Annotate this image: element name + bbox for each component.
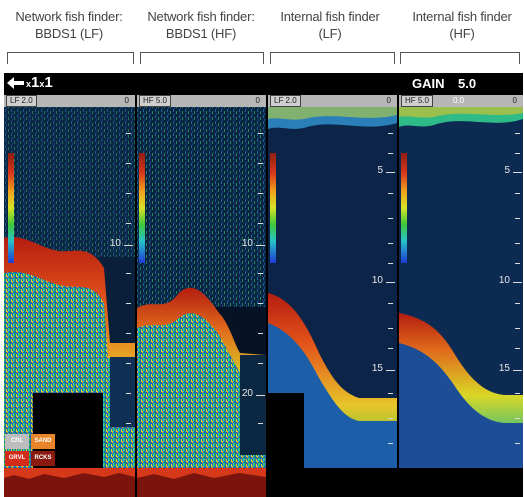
mode-badge[interactable]: LF 2.0 bbox=[6, 95, 37, 107]
legend-grvl: GRVL bbox=[5, 451, 29, 466]
depth-label: 10 bbox=[241, 238, 253, 249]
depth-zero: 0 bbox=[255, 96, 260, 105]
caption-line1: Network fish finder: bbox=[15, 9, 123, 24]
depth-label: 10 bbox=[498, 275, 510, 286]
depth-label: 20 bbox=[241, 388, 253, 399]
legend-crl: CRL bbox=[5, 434, 29, 449]
zoom-main: 1 bbox=[31, 74, 40, 91]
panel-bbds1-hf bbox=[137, 107, 266, 497]
caption-line1: Internal fish finder bbox=[280, 9, 380, 24]
gain-value[interactable]: 5.0 bbox=[458, 76, 477, 91]
depth-label: 15 bbox=[371, 363, 383, 374]
caption-line1: Network fish finder: bbox=[147, 9, 255, 24]
gain-label: GAIN bbox=[412, 76, 445, 91]
depth-label: 10 bbox=[109, 238, 121, 249]
echosounder-screen[interactable]: x1x1 GAIN 5.0 LF 2.0 0 HF 5.0 0 LF 2.0 0… bbox=[4, 73, 523, 497]
panel-header-4: HF 5.0 0.0 0 bbox=[399, 95, 523, 107]
depth-ticks bbox=[124, 133, 522, 444]
caption-line2: BBDS1 (HF) bbox=[165, 26, 237, 41]
mode-badge[interactable]: HF 5.0 bbox=[401, 95, 434, 107]
depth-zero: 0 bbox=[124, 96, 129, 105]
depth-zero: 0 bbox=[386, 96, 391, 105]
panel-header-2: HF 5.0 0 bbox=[137, 95, 266, 107]
zoom-x-suffix: x bbox=[39, 79, 45, 89]
mode-badge[interactable]: LF 2.0 bbox=[270, 95, 301, 107]
caption-bracket-3 bbox=[270, 52, 395, 64]
caption-bracket-1 bbox=[7, 52, 134, 64]
zoom-x-prefix: x bbox=[26, 79, 32, 89]
zoom-level: 1 bbox=[44, 74, 53, 91]
panel-header-3: LF 2.0 0 bbox=[268, 95, 397, 107]
echogram bbox=[4, 95, 523, 497]
caption-internal-hf: Internal fish finder (HF) bbox=[397, 8, 524, 42]
bottom-type-legend: CRL SAND GRVL RCKS bbox=[5, 434, 57, 492]
depth-zero: 0 bbox=[512, 96, 517, 105]
depth-label: 15 bbox=[498, 363, 510, 374]
legend-rcks: RCKS bbox=[31, 451, 55, 466]
status-bar: x1x1 GAIN 5.0 bbox=[4, 73, 523, 95]
caption-line2: (HF) bbox=[449, 26, 475, 41]
caption-line2: BBDS1 (LF) bbox=[34, 26, 104, 41]
legend-sand: SAND bbox=[31, 434, 55, 449]
caption-bbds1-lf: Network fish finder: BBDS1 (LF) bbox=[4, 8, 134, 42]
depth-label: 10 bbox=[371, 275, 383, 286]
back-arrow-icon[interactable] bbox=[7, 76, 25, 90]
panel-internal-lf bbox=[268, 107, 397, 497]
panel-internal-hf bbox=[399, 107, 523, 497]
depth-label: 5 bbox=[504, 165, 510, 176]
mode-badge[interactable]: HF 5.0 bbox=[139, 95, 172, 107]
caption-line1: Internal fish finder bbox=[412, 9, 512, 24]
zoom-indicator: x1x1 bbox=[26, 74, 53, 91]
caption-internal-lf: Internal fish finder (LF) bbox=[265, 8, 395, 42]
offset-value: 0.0 bbox=[453, 96, 465, 105]
panel-bbds1-lf bbox=[4, 107, 135, 497]
depth-label: 5 bbox=[377, 165, 383, 176]
caption-bbds1-hf: Network fish finder: BBDS1 (HF) bbox=[136, 8, 266, 42]
panel-header-1: LF 2.0 0 bbox=[4, 95, 135, 107]
caption-bracket-2 bbox=[140, 52, 264, 64]
caption-line2: (LF) bbox=[318, 26, 342, 41]
caption-bracket-4 bbox=[400, 52, 520, 64]
